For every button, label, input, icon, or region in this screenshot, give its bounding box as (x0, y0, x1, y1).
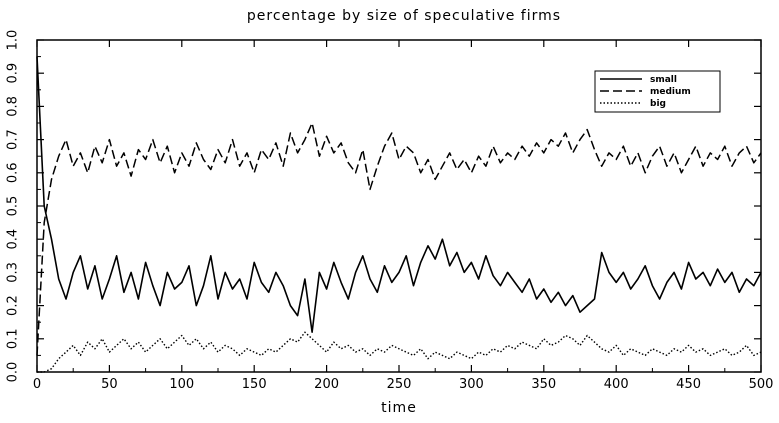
y-tick-label: 0.5 (6, 196, 21, 217)
x-tick-label: 0 (33, 377, 41, 392)
y-tick-label: 0.4 (6, 229, 21, 250)
y-tick-label: 0.8 (6, 96, 21, 117)
y-tick-label: 0.9 (6, 63, 21, 84)
series-line-small (36, 56, 762, 334)
legend-label-medium: medium (650, 87, 691, 97)
y-tick-label: 1.0 (6, 30, 21, 51)
x-tick-label: 50 (101, 377, 118, 392)
legend-label-big: big (650, 99, 666, 109)
x-tick-label: 400 (604, 377, 629, 392)
chart-title: percentage by size of speculative firms (247, 8, 561, 24)
legend: small medium big (594, 70, 721, 113)
x-axis-label: time (381, 400, 417, 416)
x-tick-label: 250 (387, 377, 412, 392)
x-tick-label: 300 (459, 377, 484, 392)
x-tick-label: 200 (314, 377, 339, 392)
series-layer (36, 56, 762, 373)
x-tick-label: 100 (169, 377, 194, 392)
y-axis: 0.0 0.1 0.2 0.3 0.4 0.5 0.6 0.7 0.8 0.9 1.0 (6, 30, 761, 383)
series-line-medium (36, 122, 762, 356)
x-tick-label: 450 (676, 377, 701, 392)
x-tick-label: 350 (531, 377, 556, 392)
legend-label-small: small (650, 75, 677, 85)
y-tick-label: 0.0 (6, 362, 21, 383)
y-tick-label: 0.2 (6, 295, 21, 316)
x-tick-label: 500 (749, 377, 774, 392)
y-tick-label: 0.7 (6, 129, 21, 150)
x-tick-label: 150 (242, 377, 267, 392)
y-tick-label: 0.1 (6, 328, 21, 349)
x-axis: 0 50 100 150 200 250 300 350 400 450 500 (33, 40, 774, 392)
y-tick-label: 0.3 (6, 262, 21, 283)
y-tick-label: 0.6 (6, 162, 21, 183)
series-line-big (37, 331, 762, 373)
